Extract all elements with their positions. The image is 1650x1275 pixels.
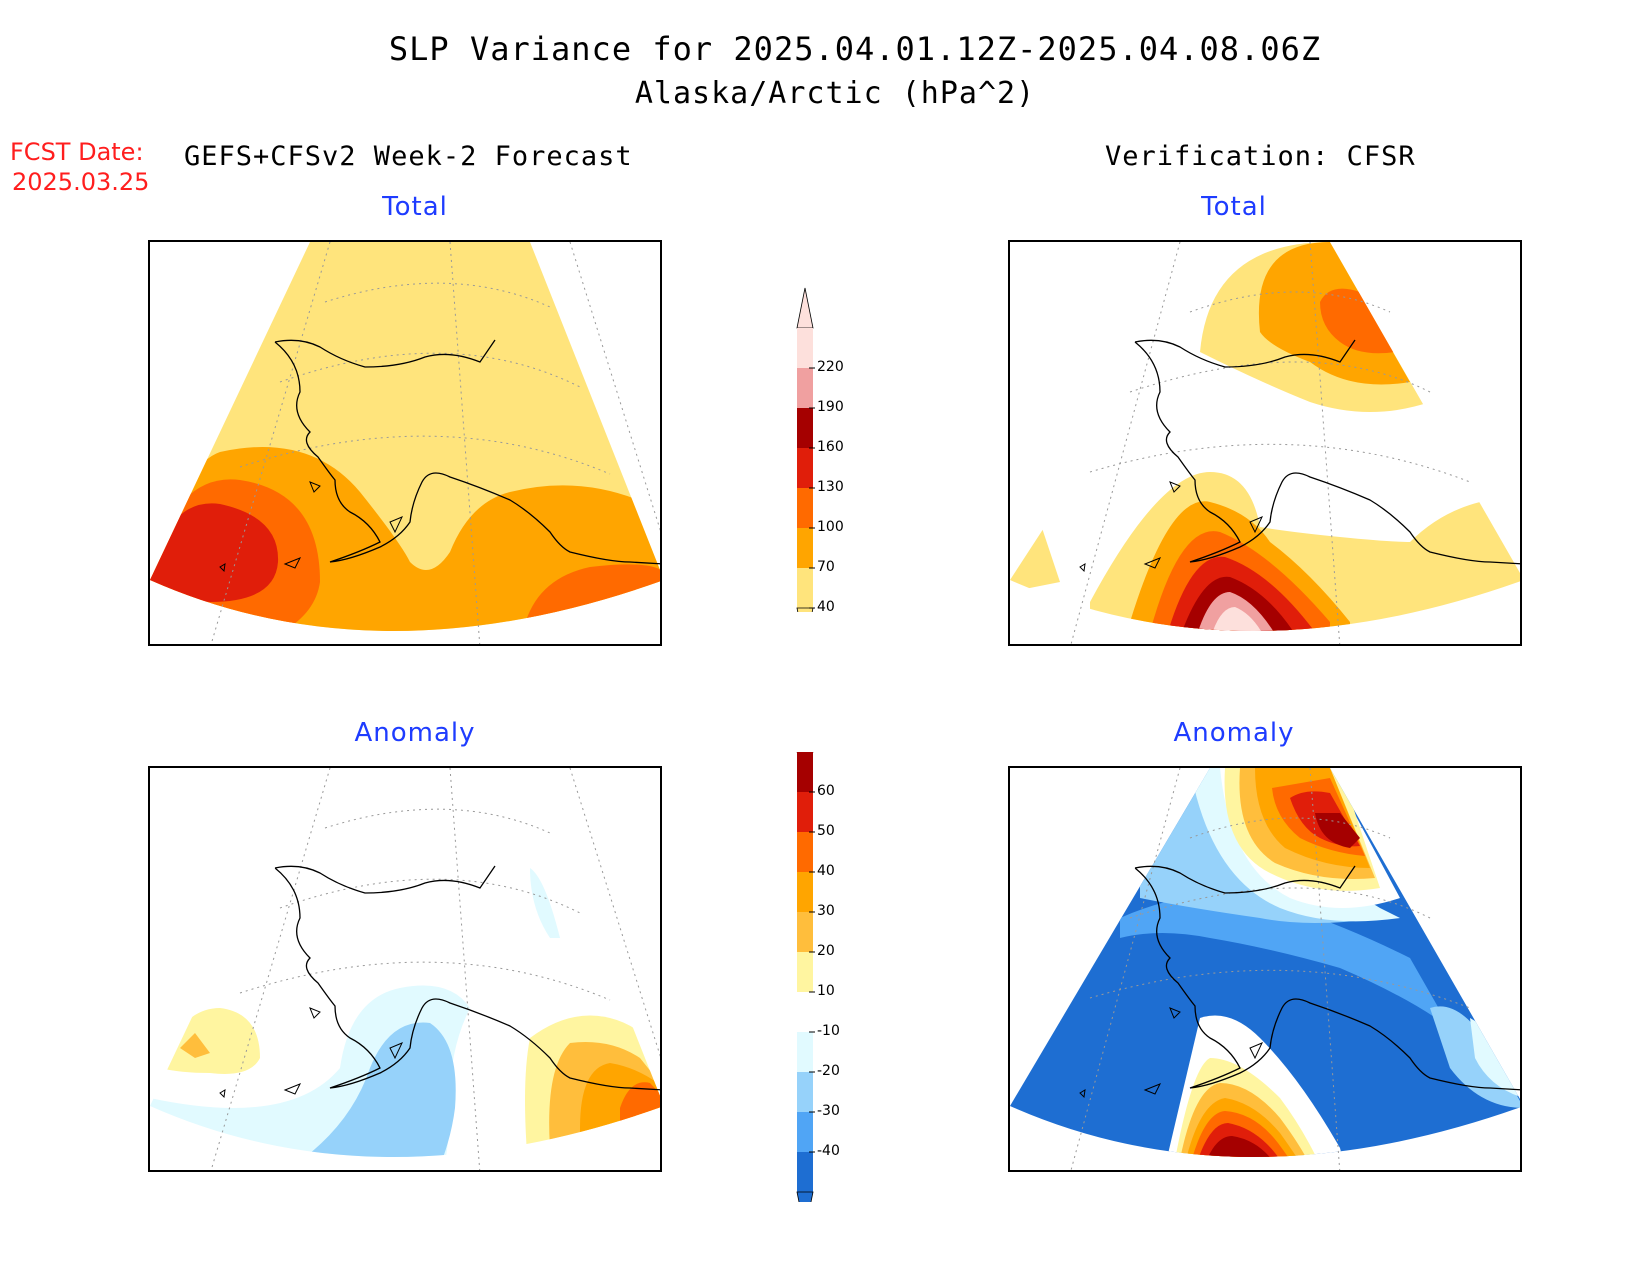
forecast-anomaly-map [148, 766, 662, 1172]
colorbar-swatch [797, 368, 813, 408]
colorbar-label: 130 [817, 479, 844, 495]
colorbar-swatch [797, 488, 813, 528]
colorbar-label: 60 [817, 783, 835, 799]
forecast-total-title: Total [382, 192, 448, 222]
colorbar-label: 190 [817, 399, 844, 415]
colorbar-swatch [797, 1072, 813, 1112]
shade-40-70-west [1010, 522, 1060, 592]
forecast-total-map [148, 240, 662, 646]
colorbar-swatch [797, 568, 813, 608]
verification-anomaly-title: Anomaly [1173, 718, 1295, 748]
shade-130-160 [150, 503, 279, 602]
colorbar-swatch [797, 912, 813, 952]
colorbar-label: 100 [817, 519, 844, 535]
colorbar-label: 160 [817, 439, 844, 455]
graticule [1070, 242, 1471, 644]
colorbar-label: 20 [817, 943, 835, 959]
colorbar-swatch [797, 1152, 813, 1192]
colorbar-bottom-arrow [796, 1191, 814, 1202]
colorbar-swatch [797, 1032, 813, 1072]
colorbar-label: 70 [817, 559, 835, 575]
shade-40-50-east [620, 1082, 660, 1157]
figure-subtitle: Alaska/Arctic (hPa^2) [634, 76, 1036, 111]
figure-title: SLP Variance for 2025.04.01.12Z-2025.04.… [388, 30, 1322, 68]
colorbar-swatch [797, 792, 813, 832]
colorbar-swatch [797, 832, 813, 872]
shade-60-plus-south [1198, 1136, 1292, 1157]
forecast-anomaly-title: Anomaly [354, 718, 476, 748]
graticule [210, 768, 660, 1170]
shade-220-plus [1205, 607, 1275, 631]
colorbar-label: -10 [817, 1023, 840, 1039]
colorbar-swatch [797, 952, 813, 992]
colorbar-label: 50 [817, 823, 835, 839]
colorbar-label: 220 [817, 359, 844, 375]
shade-10-20-west [160, 1008, 260, 1074]
shade-60-plus-north [1315, 813, 1360, 848]
graticule [210, 242, 660, 644]
forecast-column-header: GEFS+CFSv2 Week-2 Forecast [184, 141, 633, 172]
total-colorbar-swatches [796, 287, 815, 612]
colorbar-label: 40 [817, 863, 835, 879]
coastline [274, 865, 660, 1091]
colorbar-bottom-arrow [796, 607, 814, 612]
colorbar-swatch [797, 752, 813, 792]
colorbar-swatch [797, 328, 813, 368]
colorbar-label: -20 [817, 1063, 840, 1079]
anomaly-colorbar-swatches [796, 752, 815, 1202]
graticule [1070, 768, 1471, 1170]
coastline [1134, 339, 1520, 565]
shade-minus30-minus40 [1120, 895, 1450, 1028]
total-colorbar: 220 190 160 130 100 70 40 [795, 282, 875, 615]
colorbar-label: 30 [817, 903, 835, 919]
colorbar-label: 40 [817, 599, 835, 615]
coastline [1134, 865, 1520, 1091]
islands [219, 481, 403, 573]
shade-20-30-west [180, 1033, 210, 1058]
islands [219, 1007, 403, 1099]
colorbar-swatch [797, 992, 813, 1032]
colorbar-top-arrow [796, 287, 814, 329]
colorbar-swatch [797, 448, 813, 488]
colorbar-swatch [797, 1112, 813, 1152]
verification-column-header: Verification: CFSR [1105, 141, 1416, 172]
islands [1079, 1007, 1263, 1099]
colorbar-label: -30 [817, 1103, 840, 1119]
verification-total-title: Total [1201, 192, 1267, 222]
colorbar-label: -40 [817, 1143, 840, 1159]
anomaly-colorbar: 60 50 40 30 20 10 -10 -20 -30 -40 [795, 752, 875, 1202]
colorbar-label: 10 [817, 983, 835, 999]
shade-minus20-minus30 [290, 1022, 456, 1157]
fcst-date-value: 2025.03.25 [12, 168, 150, 196]
verification-anomaly-map [1008, 766, 1522, 1172]
shade-minus10-minus20-north [530, 868, 560, 938]
colorbar-swatch [797, 872, 813, 912]
shade-100-130-north [1320, 288, 1395, 354]
colorbar-swatch [797, 528, 813, 568]
coastline [274, 339, 660, 565]
fcst-date-label: FCST Date: [10, 138, 144, 166]
islands [1079, 481, 1263, 573]
verification-total-map [1008, 240, 1522, 646]
colorbar-swatch [797, 408, 813, 448]
